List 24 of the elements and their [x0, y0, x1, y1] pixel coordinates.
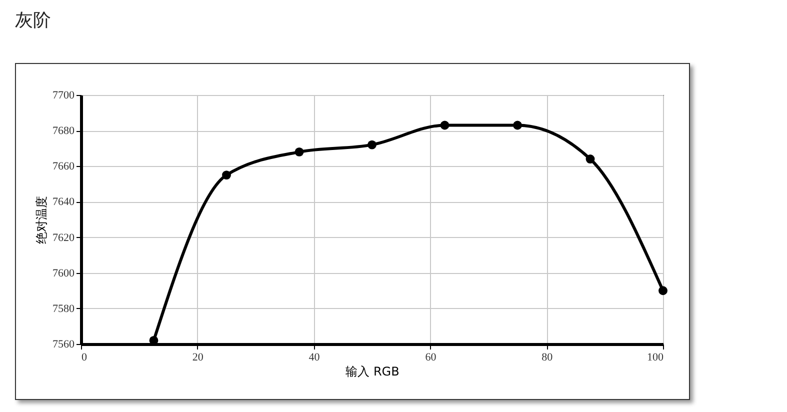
x-tick-label: 20: [192, 352, 204, 364]
x-axis-title: 输入 RGB: [346, 364, 400, 378]
point: [658, 286, 668, 296]
y-tick-label: 7560: [52, 338, 75, 350]
point: [513, 120, 522, 130]
y-axis-title: 绝对温度: [34, 196, 48, 244]
x-tick-label: 40: [308, 352, 320, 364]
x-tick-label: 100: [647, 352, 664, 364]
x-tick-label: 60: [425, 352, 437, 364]
x-tick-label: 0: [82, 352, 88, 364]
y-tick-label: 7680: [52, 125, 75, 138]
point: [440, 120, 450, 130]
y-tick-label: 7620: [52, 232, 75, 244]
x-tick-label: 80: [542, 352, 554, 364]
y-tick-label: 7700: [52, 90, 75, 102]
y-tick-label: 7600: [52, 267, 75, 280]
point: [294, 147, 304, 156]
point: [368, 140, 376, 150]
point: [222, 170, 231, 180]
y-tick-label: 7580: [52, 302, 75, 315]
y-tick-label: 7640: [52, 196, 75, 208]
point: [586, 154, 595, 164]
y-tick-label: 7660: [52, 160, 75, 173]
chart-title: 灰阶: [15, 9, 51, 32]
